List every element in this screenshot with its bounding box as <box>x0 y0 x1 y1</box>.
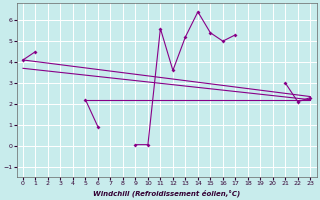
X-axis label: Windchill (Refroidissement éolien,°C): Windchill (Refroidissement éolien,°C) <box>93 189 240 197</box>
